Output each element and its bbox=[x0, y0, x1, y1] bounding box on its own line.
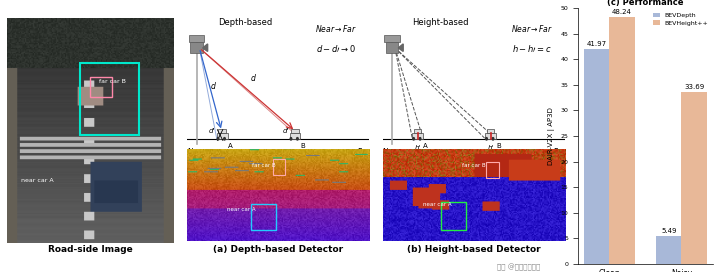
Text: 48.24: 48.24 bbox=[612, 9, 632, 15]
Legend: BEVDepth, BEVHeight++: BEVDepth, BEVHeight++ bbox=[652, 11, 710, 27]
Bar bbox=[609, 17, 634, 264]
Bar bbox=[584, 49, 609, 264]
Text: 5.49: 5.49 bbox=[661, 228, 677, 234]
Text: (a) Depth-based Detector: (a) Depth-based Detector bbox=[213, 245, 343, 254]
Text: Road-side Image: Road-side Image bbox=[48, 245, 132, 254]
Text: 知乎 @自动驾驶之心: 知乎 @自动驾驶之心 bbox=[497, 264, 540, 271]
Bar bbox=[656, 236, 681, 264]
Bar bbox=[681, 92, 706, 264]
Text: (b) Height-based Detector: (b) Height-based Detector bbox=[407, 245, 541, 254]
Text: 33.69: 33.69 bbox=[684, 84, 704, 89]
Title: (c) Performance: (c) Performance bbox=[607, 0, 684, 7]
Text: 41.97: 41.97 bbox=[587, 41, 607, 47]
Y-axis label: DAIR-V2X | AP3D: DAIR-V2X | AP3D bbox=[548, 107, 555, 165]
